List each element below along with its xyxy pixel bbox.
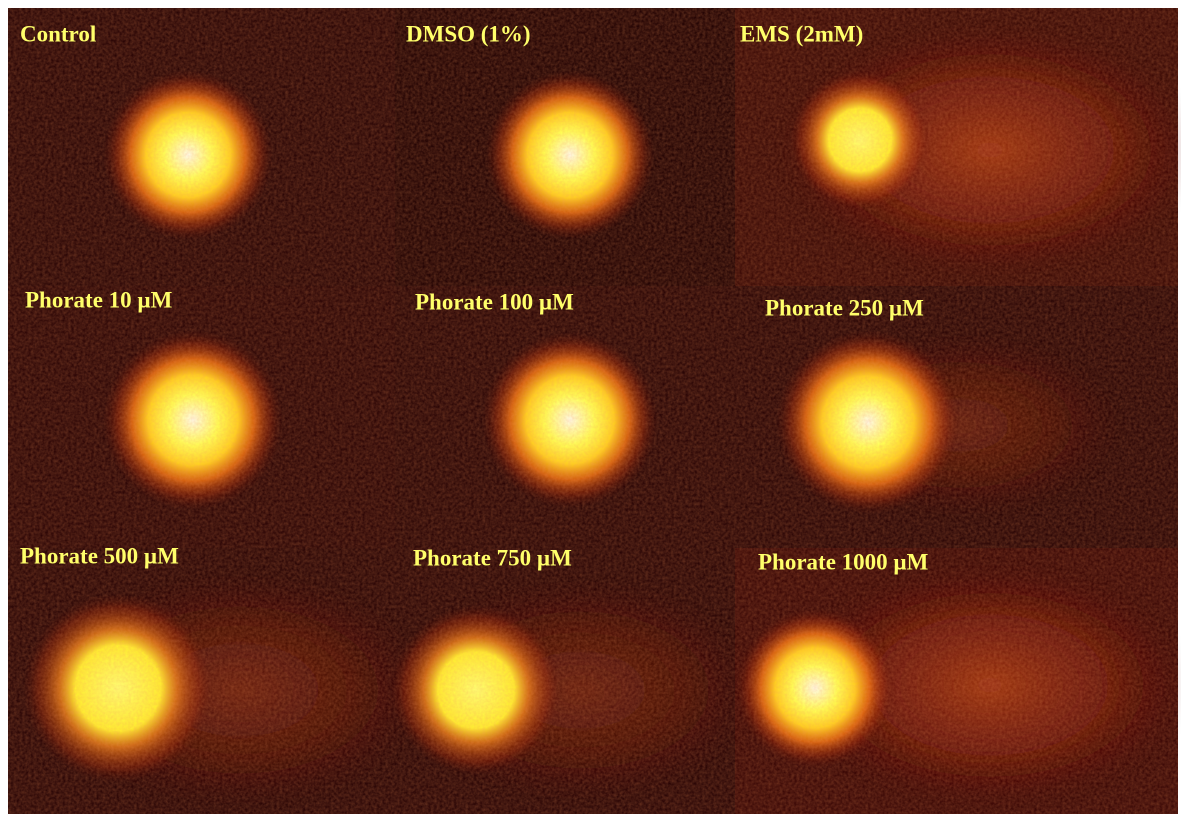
- noise: [8, 8, 1178, 814]
- panel-label: Phorate 1000 µM: [758, 549, 929, 574]
- panel-label: Phorate 750 µM: [413, 545, 572, 570]
- panel-label: Phorate 100 µM: [415, 289, 574, 314]
- panel-label: EMS (2mM): [740, 21, 863, 46]
- panel-label: DMSO (1%): [406, 21, 531, 46]
- page: {"panels": [ {"label": "Control"}, {"lab…: [0, 0, 1181, 817]
- comet-assay-figure: Control DMSO (1%) EMS (2mM) Phorate 10 µ…: [0, 0, 1181, 817]
- panel-label: Control: [20, 21, 96, 46]
- panel-label: Phorate 500 µM: [20, 543, 179, 568]
- panel-label: Phorate 10 µM: [25, 287, 173, 312]
- panel-label: Phorate 250 µM: [765, 295, 924, 320]
